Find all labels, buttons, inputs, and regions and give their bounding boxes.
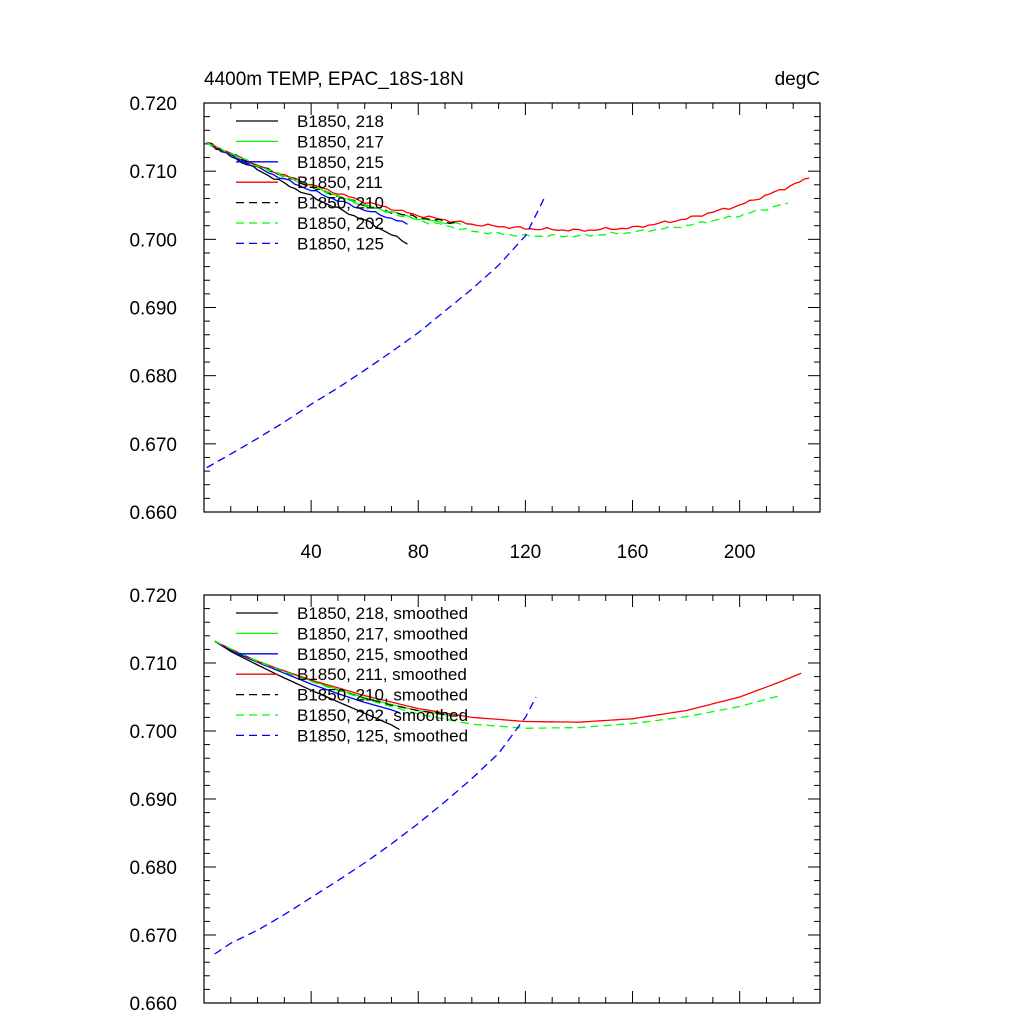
y-tick-label: 0.670: [129, 435, 177, 456]
legend-label: B1850, 215, smoothed: [297, 645, 468, 664]
y-tick-label: 0.680: [129, 858, 177, 879]
y-tick-label: 0.690: [129, 299, 177, 320]
y-tick-label: 0.700: [129, 722, 177, 743]
y-tick-label: 0.720: [129, 94, 177, 115]
x-tick-label: 80: [408, 542, 429, 563]
series-line: [206, 141, 408, 245]
series-line: [214, 640, 802, 723]
y-tick-label: 0.690: [129, 790, 177, 811]
chart-title: 4400m TEMP, EPAC_18S-18N: [204, 69, 464, 90]
legend-label: B1850, 202: [297, 214, 384, 233]
chart-units: degC: [775, 69, 820, 90]
legend-label: B1850, 125: [297, 234, 384, 253]
series-line: [214, 640, 780, 729]
legend-label: B1850, 202, smoothed: [297, 706, 468, 725]
x-tick-label: 120: [510, 542, 542, 563]
x-tick-label: 160: [617, 542, 649, 563]
y-tick-label: 0.660: [129, 503, 177, 524]
series-line: [214, 640, 400, 731]
y-tick-label: 0.710: [129, 654, 177, 675]
legend-label: B1850, 210, smoothed: [297, 686, 468, 705]
legend-label: B1850, 218, smoothed: [297, 604, 468, 623]
legend-label: B1850, 215: [297, 153, 384, 172]
series-line: [214, 696, 537, 955]
y-tick-label: 0.660: [129, 994, 177, 1015]
x-tick-label: 40: [301, 542, 322, 563]
legend-label: B1850, 217: [297, 132, 384, 151]
legend-label: B1850, 217, smoothed: [297, 624, 468, 643]
series-line: [206, 141, 789, 238]
series-line: [206, 198, 545, 469]
legend-label: B1850, 218: [297, 112, 384, 131]
y-tick-label: 0.680: [129, 367, 177, 388]
y-tick-label: 0.710: [129, 162, 177, 183]
legend-label: B1850, 211, smoothed: [297, 665, 467, 684]
legend-label: B1850, 125, smoothed: [297, 726, 468, 745]
y-tick-label: 0.670: [129, 926, 177, 947]
legend-label: B1850, 210: [297, 194, 384, 213]
y-tick-label: 0.720: [129, 586, 177, 607]
top-panel: 0.660 0.670 0.680 0.690 0.700 0.710 0.720 40 80 1…: [129, 69, 821, 563]
bottom-panel: 0.660 0.670 0.680 0.690 0.700 0.710 0.720 B1850…: [129, 586, 821, 1015]
series-line: [206, 141, 810, 232]
x-tick-label: 200: [724, 542, 756, 563]
series-line: [214, 640, 400, 714]
y-tick-label: 0.700: [129, 230, 177, 251]
legend-label: B1850, 211: [297, 173, 383, 192]
series-line: [206, 141, 408, 225]
